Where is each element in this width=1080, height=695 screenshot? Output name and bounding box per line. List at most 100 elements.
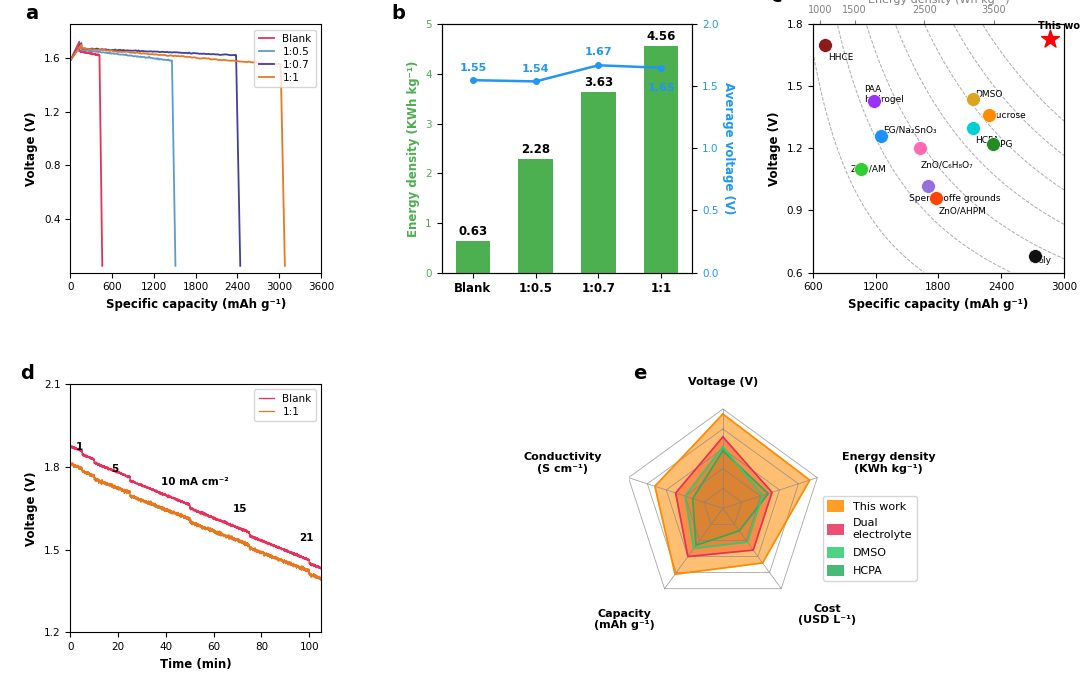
Text: 1.67: 1.67 bbox=[584, 47, 612, 56]
Text: 1.65: 1.65 bbox=[647, 83, 675, 92]
Blank bbox=[171, 495, 184, 503]
Point bbox=[919, 180, 936, 191]
1:1 bbox=[274, 81, 287, 90]
Text: 15: 15 bbox=[232, 505, 247, 514]
1:1 bbox=[75, 40, 87, 49]
1:0.7 bbox=[75, 39, 87, 47]
Text: 4.56: 4.56 bbox=[647, 30, 676, 42]
Blank bbox=[77, 48, 90, 56]
Point bbox=[865, 95, 882, 106]
1:0.5 bbox=[144, 54, 157, 62]
Point bbox=[964, 93, 982, 104]
Y-axis label: Voltage (V): Voltage (V) bbox=[25, 111, 38, 186]
1:0.5 bbox=[64, 56, 77, 65]
1:0.5 bbox=[75, 40, 87, 49]
Blank bbox=[160, 491, 173, 500]
1:1 bbox=[171, 509, 184, 517]
Text: d: d bbox=[21, 364, 33, 383]
Point bbox=[980, 110, 997, 121]
1:1 bbox=[251, 58, 264, 67]
Text: Voltage (V): Voltage (V) bbox=[688, 377, 758, 386]
Bar bbox=[581, 92, 616, 272]
Text: 0.63: 0.63 bbox=[458, 224, 487, 238]
Blank bbox=[64, 441, 77, 450]
Polygon shape bbox=[654, 414, 810, 574]
Legend: Blank, 1:0.5, 1:0.7, 1:1: Blank, 1:0.5, 1:0.7, 1:1 bbox=[255, 29, 316, 88]
Text: ZnO/AHPM: ZnO/AHPM bbox=[939, 206, 986, 215]
Point bbox=[964, 122, 982, 133]
Y-axis label: Energy density (KWh kg⁻¹): Energy density (KWh kg⁻¹) bbox=[407, 60, 420, 236]
Text: 10 mA cm⁻²: 10 mA cm⁻² bbox=[161, 477, 229, 487]
Text: 21: 21 bbox=[299, 534, 314, 543]
1:1 bbox=[279, 261, 292, 270]
Text: b: b bbox=[391, 4, 405, 24]
1:1 bbox=[137, 49, 150, 57]
Blank bbox=[92, 461, 105, 470]
1:1 bbox=[283, 561, 296, 569]
1:1 bbox=[314, 576, 327, 584]
Point bbox=[816, 40, 834, 51]
1:0.7 bbox=[64, 56, 77, 65]
Blank bbox=[79, 49, 92, 57]
1:0.7 bbox=[230, 73, 243, 81]
Text: APG: APG bbox=[995, 140, 1013, 149]
Point bbox=[910, 143, 928, 154]
Polygon shape bbox=[676, 437, 772, 557]
Polygon shape bbox=[692, 451, 768, 546]
Line: 1:1: 1:1 bbox=[70, 44, 285, 265]
1:0.7 bbox=[212, 50, 225, 58]
1:0.7 bbox=[233, 261, 246, 270]
Blank bbox=[314, 564, 327, 572]
Point bbox=[1041, 33, 1058, 44]
X-axis label: Specific capacity (mAh g⁻¹): Specific capacity (mAh g⁻¹) bbox=[848, 298, 1028, 311]
Text: 1.55: 1.55 bbox=[459, 63, 486, 73]
1:1 bbox=[160, 506, 173, 514]
Text: ZnO/C₆H₈O₇: ZnO/C₆H₈O₇ bbox=[921, 161, 974, 170]
Y-axis label: Voltage (V): Voltage (V) bbox=[25, 471, 38, 546]
Text: 3.63: 3.63 bbox=[584, 76, 613, 89]
Point bbox=[852, 163, 869, 174]
Polygon shape bbox=[685, 447, 762, 548]
Y-axis label: Voltage (V): Voltage (V) bbox=[768, 111, 781, 186]
Blank bbox=[72, 38, 85, 46]
Text: Cost
(USD L⁻¹): Cost (USD L⁻¹) bbox=[798, 604, 856, 626]
Blank bbox=[310, 562, 323, 570]
Text: 5: 5 bbox=[111, 464, 118, 474]
Text: 1.54: 1.54 bbox=[522, 64, 550, 74]
Text: Gly: Gly bbox=[1037, 256, 1052, 265]
Text: e: e bbox=[634, 364, 647, 383]
1:1 bbox=[92, 477, 105, 486]
Blank bbox=[91, 51, 104, 59]
Bar bbox=[456, 241, 490, 272]
Text: a: a bbox=[25, 4, 38, 24]
Text: This work: This work bbox=[1038, 21, 1080, 31]
Text: Sucrose: Sucrose bbox=[990, 111, 1026, 120]
1:1 bbox=[107, 483, 120, 491]
Text: HHCE: HHCE bbox=[828, 54, 854, 63]
X-axis label: Time (min): Time (min) bbox=[160, 657, 231, 671]
Text: HCPA: HCPA bbox=[975, 136, 999, 145]
Blank bbox=[283, 548, 296, 556]
Text: 2.28: 2.28 bbox=[521, 143, 550, 156]
Text: ZnO/AM: ZnO/AM bbox=[851, 165, 887, 174]
1:0.5 bbox=[70, 47, 83, 56]
Text: EG/Na₂SnO₃: EG/Na₂SnO₃ bbox=[883, 125, 936, 134]
Text: PAA
hydrogel: PAA hydrogel bbox=[864, 85, 904, 104]
Text: 1: 1 bbox=[77, 442, 83, 452]
1:0.7 bbox=[70, 46, 83, 54]
1:0.5 bbox=[168, 261, 181, 270]
1:1 bbox=[314, 573, 327, 581]
Line: Blank: Blank bbox=[70, 42, 103, 265]
Text: c: c bbox=[770, 0, 782, 6]
1:0.7 bbox=[123, 47, 136, 55]
Point bbox=[873, 131, 890, 142]
Blank bbox=[314, 564, 327, 573]
1:0.5 bbox=[103, 49, 116, 57]
1:0.5 bbox=[95, 49, 108, 57]
Blank bbox=[64, 56, 77, 65]
Y-axis label: Average voltage (V): Average voltage (V) bbox=[723, 82, 735, 215]
1:1 bbox=[119, 48, 132, 56]
X-axis label: Specific capacity (mAh g⁻¹): Specific capacity (mAh g⁻¹) bbox=[106, 298, 286, 311]
Blank bbox=[93, 73, 106, 81]
1:1 bbox=[64, 56, 77, 65]
